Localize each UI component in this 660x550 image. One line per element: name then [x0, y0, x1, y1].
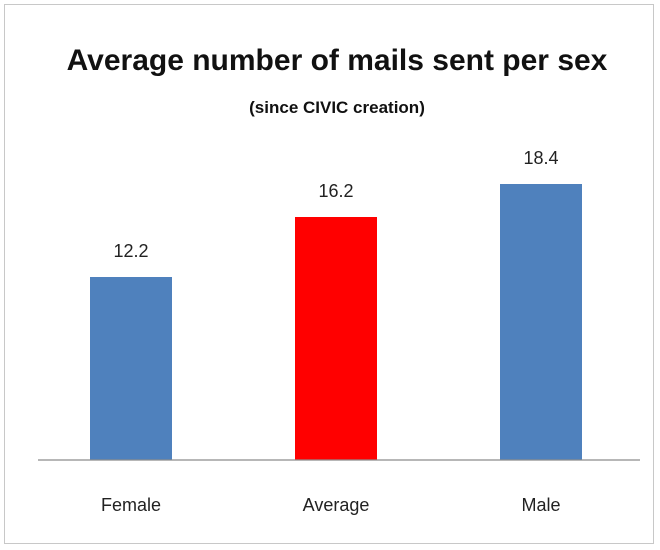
x-tick-labels-group: Female Average Male: [101, 495, 561, 515]
data-label-average: 16.2: [318, 181, 353, 201]
bar-female: [90, 277, 172, 460]
bar-average: [295, 217, 377, 460]
bars-group: [90, 184, 582, 460]
bar-male: [500, 184, 582, 460]
x-tick-label-female: Female: [101, 495, 161, 515]
chart-subtitle: (since CIVIC creation): [249, 98, 425, 117]
chart-title: Average number of mails sent per sex: [67, 44, 608, 77]
x-tick-label-male: Male: [521, 495, 560, 515]
data-labels-group: 12.2 16.2 18.4: [113, 148, 558, 261]
data-label-male: 18.4: [523, 148, 558, 168]
x-tick-label-average: Average: [303, 495, 370, 515]
data-label-female: 12.2: [113, 241, 148, 261]
